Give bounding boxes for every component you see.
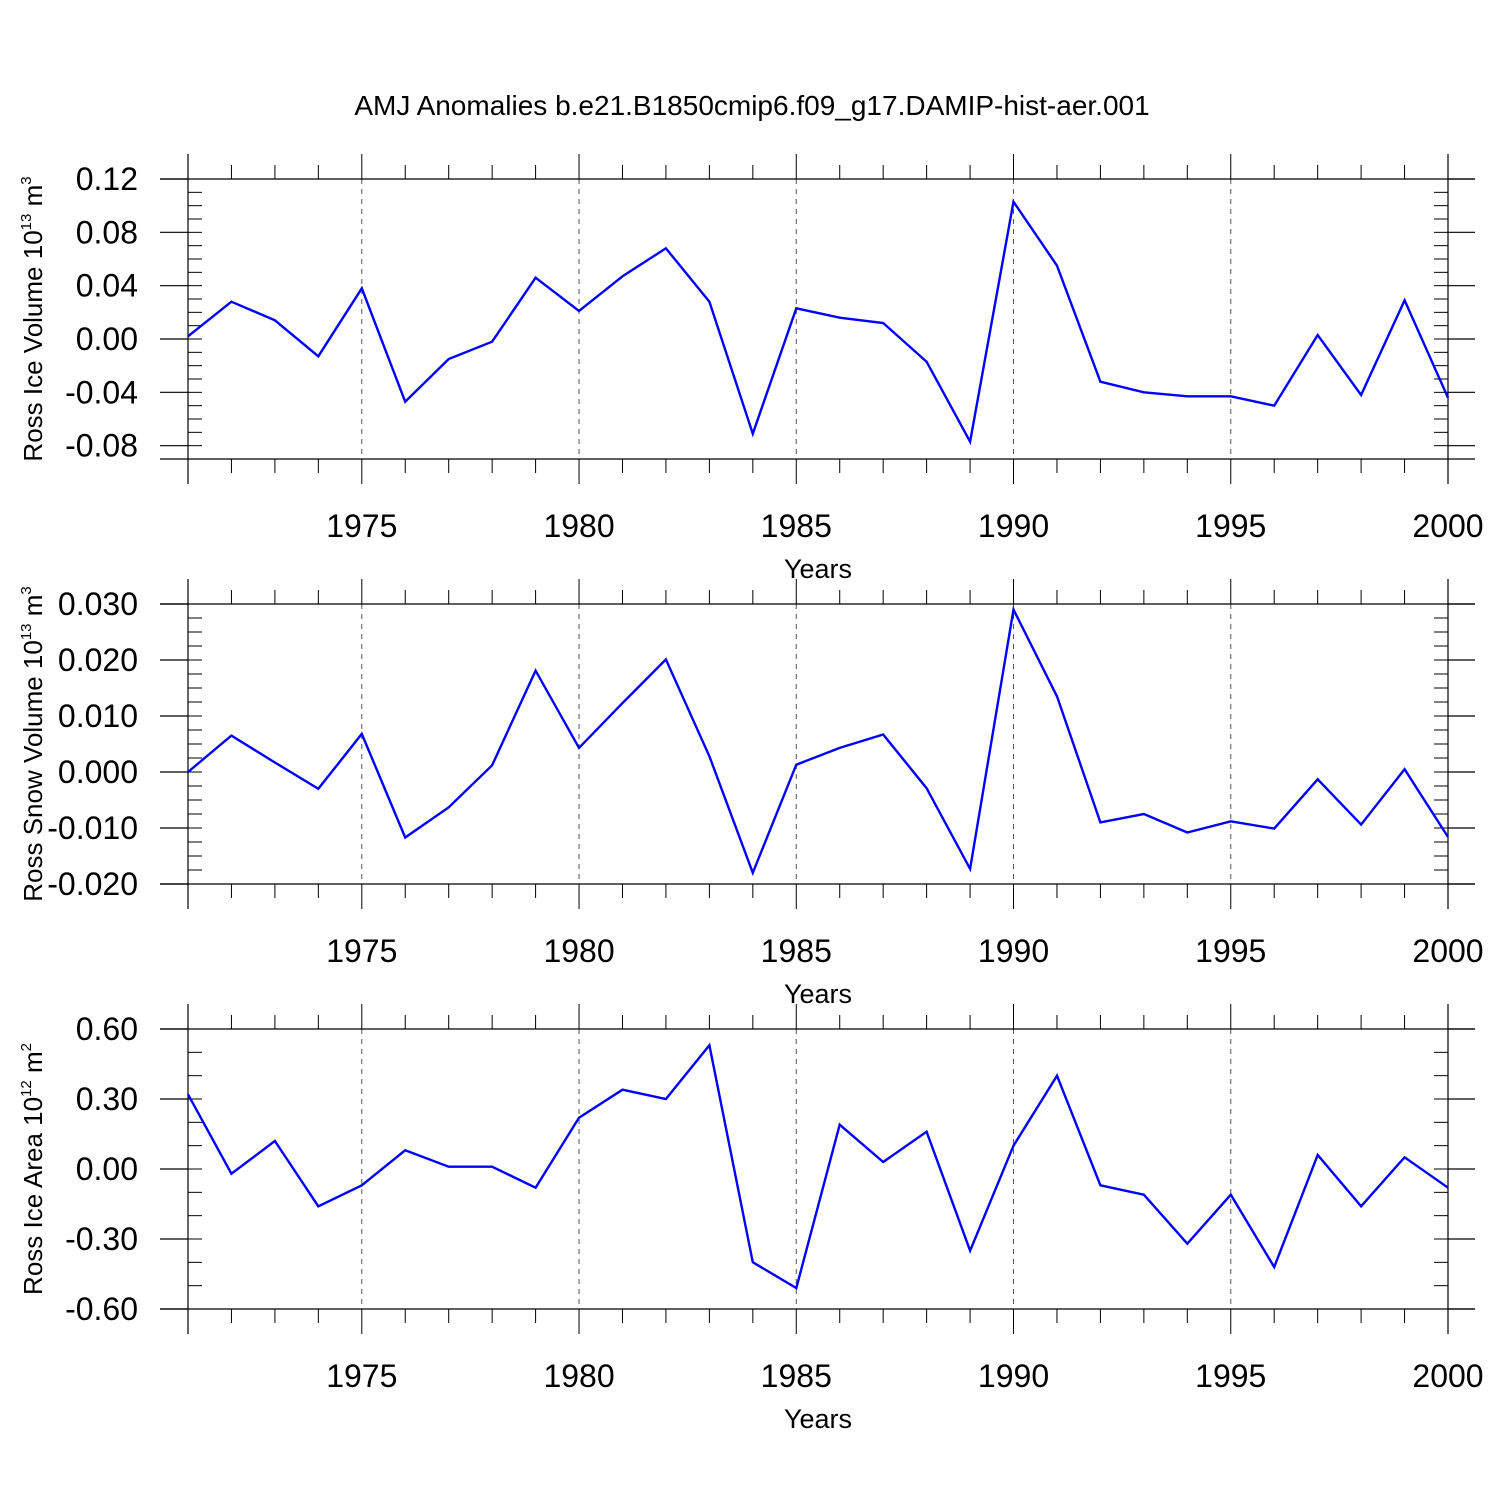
y-axis-label: Ross Snow Volume 1013 m3	[18, 586, 48, 902]
y-tick-label: 0.60	[76, 1011, 138, 1047]
x-tick-label: 2000	[1412, 1358, 1483, 1394]
panel-3: -0.60 -0.30 0.00 0.30 0.60 1975 1980 1985 1990 19…	[18, 1004, 1484, 1434]
panels: -0.08 -0.04 0.00 0.04 0.08 0.12 1975 1980 1985 19…	[18, 154, 1484, 1434]
y-axis-label: Ross Ice Volume 1013 m3	[18, 176, 48, 461]
x-tick-label: 1980	[543, 508, 614, 544]
y-tick-label: 0.010	[58, 698, 138, 734]
x-tick-label: 1985	[761, 933, 832, 969]
x-tick-label: 2000	[1412, 508, 1483, 544]
x-tick-label: 1995	[1195, 508, 1266, 544]
x-tick-label: 1985	[761, 508, 832, 544]
series-line	[186, 1042, 1449, 1290]
y-tick-label: -0.020	[47, 866, 138, 902]
x-axis-label: Years	[784, 1404, 852, 1434]
y-tick-label: 0.12	[76, 161, 138, 197]
y-tick-label: 0.00	[76, 1151, 138, 1187]
x-tick-label: 2000	[1412, 933, 1483, 969]
x-tick-label: 1975	[326, 933, 397, 969]
y-tick-label: -0.04	[65, 374, 138, 410]
y-tick-label: -0.010	[47, 810, 138, 846]
panel-1: -0.08 -0.04 0.00 0.04 0.08 0.12 1975 1980 1985 19…	[18, 154, 1484, 584]
y-tick-label: 0.030	[58, 586, 138, 622]
x-axis-label: Years	[784, 554, 852, 584]
x-tick-label: 1995	[1195, 933, 1266, 969]
x-tick-label: 1980	[543, 933, 614, 969]
y-tick-label: 0.08	[76, 214, 138, 250]
panel-2: -0.020 -0.010 0.000 0.010 0.020 0.030 1975 1980…	[18, 579, 1484, 1009]
y-tick-label: 0.30	[76, 1081, 138, 1117]
y-tick-label: 0.00	[76, 321, 138, 357]
x-tick-label: 1975	[326, 1358, 397, 1394]
y-axis-label: Ross Ice Area 1012 m2	[18, 1043, 48, 1295]
y-tick-label: 0.020	[58, 642, 138, 678]
x-axis-label: Years	[784, 979, 852, 1009]
y-tick-label: -0.30	[65, 1221, 138, 1257]
series-line	[187, 605, 1450, 877]
x-tick-label: 1980	[543, 1358, 614, 1394]
x-tick-label: 1990	[978, 508, 1049, 544]
x-tick-label: 1995	[1195, 1358, 1266, 1394]
y-tick-label: 0.000	[58, 754, 138, 790]
series-line	[187, 198, 1450, 446]
y-tick-label: 0.04	[76, 268, 138, 304]
chart-title: AMJ Anomalies b.e21.B1850cmip6.f09_g17.D…	[354, 90, 1149, 121]
x-tick-label: 1990	[978, 933, 1049, 969]
y-tick-label: -0.60	[65, 1291, 138, 1327]
x-tick-label: 1990	[978, 1358, 1049, 1394]
y-tick-label: -0.08	[65, 428, 138, 464]
x-tick-label: 1975	[326, 508, 397, 544]
x-tick-label: 1985	[761, 1358, 832, 1394]
